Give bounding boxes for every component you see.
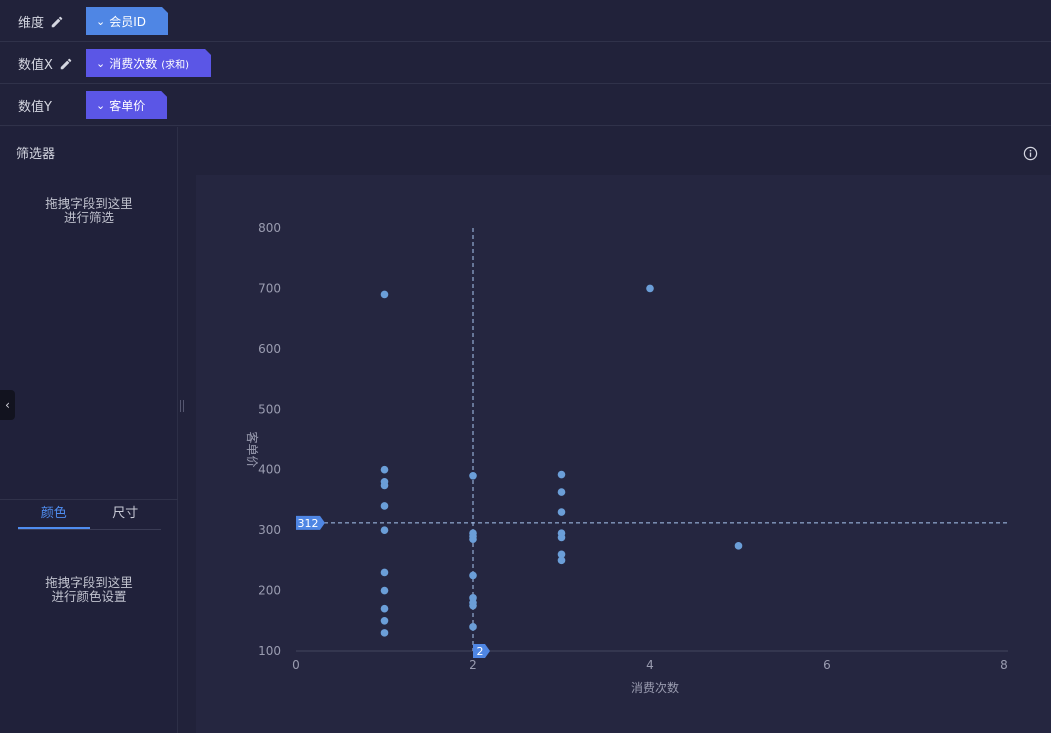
- filter-title: 筛选器: [16, 147, 56, 162]
- value-y-field-pill[interactable]: ⌄ 客单价: [86, 91, 167, 119]
- data-point[interactable]: [380, 604, 389, 613]
- dimension-shelf-label: 维度: [18, 12, 64, 31]
- data-point[interactable]: [380, 290, 389, 299]
- data-point[interactable]: [469, 571, 477, 580]
- x-tick-label: 6: [823, 658, 831, 672]
- y-tick-label: 300: [258, 523, 281, 537]
- y-tick-label: 400: [258, 463, 281, 477]
- resize-handle[interactable]: [180, 400, 184, 412]
- crosshair-x-marker: 2: [473, 644, 490, 658]
- color-hint-line1: 拖拽字段到这里: [45, 575, 133, 590]
- collapse-panel-button[interactable]: ‹: [0, 390, 15, 420]
- filter-hint-line1: 拖拽字段到这里: [45, 196, 133, 211]
- value-y-field-name: 客单价: [109, 98, 146, 113]
- crosshair-y-marker: 312: [296, 515, 325, 530]
- left-panel: 筛选器 拖拽字段到这里 进行筛选 颜色 尺寸 拖拽字段到这里 进行颜色设置: [0, 127, 178, 733]
- data-point[interactable]: [380, 481, 389, 490]
- y-tick-label: 700: [258, 281, 281, 295]
- crosshair-y-value: 312: [298, 517, 319, 530]
- filter-drop-zone[interactable]: 拖拽字段到这里 进行筛选: [0, 197, 178, 225]
- data-point[interactable]: [557, 508, 566, 516]
- x-axis-title: 消费次数: [631, 680, 679, 695]
- data-point[interactable]: [469, 471, 477, 480]
- filter-hint-line2: 进行筛选: [63, 210, 114, 225]
- value-x-aggregation: (求和): [161, 59, 190, 71]
- data-point[interactable]: [469, 535, 477, 544]
- dimension-field-pill[interactable]: ⌄ 会员ID: [86, 7, 168, 35]
- pencil-icon[interactable]: [50, 15, 64, 29]
- value-y-shelf: 数值Y ⌄ 客单价: [0, 84, 1051, 126]
- y-axis-title: 客单价: [245, 431, 260, 467]
- data-point[interactable]: [557, 556, 566, 565]
- value-x-field-pill[interactable]: ⌄ 消费次数 (求和): [86, 49, 211, 77]
- data-point[interactable]: [469, 623, 477, 631]
- chevron-down-icon[interactable]: ⌄: [96, 98, 106, 112]
- value-y-shelf-label: 数值Y: [18, 96, 52, 115]
- data-point[interactable]: [646, 284, 654, 293]
- data-point[interactable]: [380, 629, 389, 637]
- tab-size[interactable]: 尺寸: [112, 506, 139, 521]
- dimension-label: 维度: [18, 16, 45, 31]
- value-x-field-name: 消费次数: [109, 56, 158, 71]
- chevron-down-icon[interactable]: ⌄: [96, 14, 106, 28]
- dimension-field-name: 会员ID: [109, 14, 146, 29]
- data-point[interactable]: [469, 601, 477, 610]
- data-point[interactable]: [380, 568, 389, 577]
- tab-color[interactable]: 颜色: [18, 500, 90, 529]
- chevron-down-icon[interactable]: ⌄: [96, 56, 106, 70]
- encoding-tabs: 颜色 尺寸: [18, 500, 161, 530]
- y-tick-label: 800: [258, 221, 281, 235]
- x-tick-label: 4: [646, 658, 654, 672]
- color-hint-line2: 进行颜色设置: [51, 589, 127, 604]
- data-point[interactable]: [380, 526, 389, 534]
- data-point[interactable]: [557, 533, 566, 542]
- value-x-shelf: 数值X ⌄ 消费次数 (求和): [0, 42, 1051, 84]
- color-drop-zone[interactable]: 拖拽字段到这里 进行颜色设置: [0, 576, 178, 604]
- pencil-icon[interactable]: [59, 57, 73, 71]
- dimension-shelf: 维度 ⌄ 会员ID: [0, 0, 1051, 42]
- x-tick-label: 8: [1000, 658, 1008, 672]
- data-point[interactable]: [380, 586, 389, 595]
- data-point[interactable]: [380, 616, 389, 625]
- chevron-left-icon[interactable]: ‹: [5, 398, 10, 412]
- data-point[interactable]: [734, 542, 743, 550]
- data-point[interactable]: [380, 502, 389, 510]
- value-x-shelf-label: 数值X: [18, 54, 73, 73]
- value-x-label: 数值X: [18, 58, 53, 73]
- data-point[interactable]: [557, 470, 566, 479]
- value-y-label: 数值Y: [18, 100, 52, 115]
- data-point[interactable]: [380, 465, 389, 474]
- y-tick-label: 100: [258, 644, 281, 658]
- y-tick-label: 500: [258, 402, 281, 416]
- x-tick-label: 2: [469, 658, 477, 672]
- crosshair-x-value: 2: [477, 645, 484, 658]
- data-point[interactable]: [557, 550, 566, 559]
- x-tick-label: 0: [292, 658, 300, 672]
- y-tick-label: 200: [258, 584, 281, 598]
- data-point[interactable]: [557, 488, 566, 496]
- info-icon[interactable]: [1023, 146, 1038, 161]
- panel-divider: [0, 499, 178, 500]
- y-tick-label: 600: [258, 342, 281, 356]
